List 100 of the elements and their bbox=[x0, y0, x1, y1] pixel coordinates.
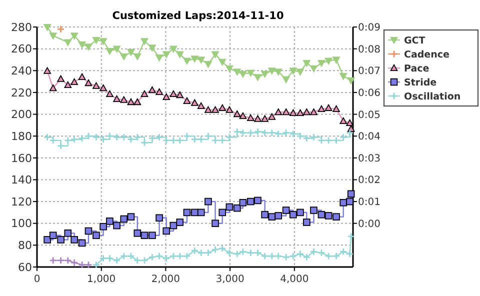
y-tick-label: 200 bbox=[11, 108, 32, 122]
point bbox=[226, 133, 234, 142]
point bbox=[310, 133, 318, 142]
point bbox=[226, 203, 234, 211]
point bbox=[190, 135, 199, 144]
point bbox=[92, 232, 100, 240]
x-tick-label: 1,000 bbox=[87, 274, 116, 285]
x-tick-label: 4,000 bbox=[280, 274, 309, 285]
point bbox=[183, 97, 191, 104]
point bbox=[340, 117, 347, 124]
point bbox=[162, 51, 170, 58]
point bbox=[190, 56, 198, 62]
point bbox=[211, 246, 220, 254]
point bbox=[84, 227, 92, 235]
point bbox=[247, 198, 254, 206]
point bbox=[274, 68, 282, 76]
point bbox=[254, 196, 262, 204]
point bbox=[289, 109, 297, 116]
point bbox=[324, 252, 332, 260]
point bbox=[347, 77, 355, 84]
point bbox=[56, 142, 65, 150]
y-tick-label: 160 bbox=[11, 152, 32, 165]
point bbox=[70, 78, 78, 85]
y2-tick-label: 0:04 bbox=[358, 132, 380, 143]
point bbox=[148, 232, 156, 240]
point bbox=[218, 208, 226, 216]
point bbox=[226, 248, 234, 257]
point bbox=[303, 218, 310, 226]
point bbox=[84, 79, 92, 86]
point bbox=[212, 220, 219, 228]
point bbox=[211, 136, 220, 144]
x-tick-label: 0 bbox=[34, 274, 40, 285]
point bbox=[120, 215, 128, 223]
point bbox=[197, 135, 206, 144]
point bbox=[176, 91, 184, 98]
point bbox=[120, 53, 128, 60]
point bbox=[176, 136, 184, 144]
point bbox=[120, 133, 128, 142]
point bbox=[106, 254, 114, 262]
point bbox=[64, 39, 72, 46]
point bbox=[100, 84, 107, 92]
point bbox=[346, 198, 354, 206]
point bbox=[332, 252, 340, 260]
point bbox=[310, 65, 318, 72]
point bbox=[183, 132, 191, 140]
point bbox=[261, 115, 268, 122]
legend-label: GCT bbox=[404, 35, 426, 46]
point bbox=[78, 239, 86, 247]
point bbox=[239, 248, 247, 256]
point bbox=[268, 113, 276, 120]
y-tick-label: 240 bbox=[11, 64, 32, 78]
y2-tick-label: 0:06 bbox=[358, 88, 380, 99]
point bbox=[339, 133, 348, 142]
point bbox=[57, 236, 64, 244]
legend-label: Stride bbox=[404, 77, 437, 88]
point bbox=[84, 132, 92, 140]
point bbox=[155, 133, 164, 142]
point bbox=[310, 248, 318, 256]
y2-tick-label: 0:09 bbox=[358, 22, 380, 34]
point bbox=[56, 256, 65, 264]
point bbox=[106, 90, 114, 97]
point bbox=[99, 135, 108, 144]
point bbox=[332, 213, 340, 220]
point bbox=[261, 210, 268, 218]
point bbox=[303, 108, 310, 116]
point bbox=[191, 99, 198, 106]
point bbox=[106, 48, 114, 55]
point bbox=[260, 252, 269, 260]
point bbox=[92, 37, 100, 44]
point bbox=[218, 244, 226, 252]
point bbox=[318, 136, 326, 144]
point bbox=[99, 254, 108, 262]
point bbox=[127, 252, 135, 260]
point bbox=[112, 133, 121, 142]
point bbox=[239, 70, 247, 78]
point bbox=[324, 136, 332, 144]
point bbox=[234, 204, 241, 212]
point bbox=[268, 68, 276, 74]
point bbox=[289, 130, 298, 138]
point bbox=[296, 109, 304, 116]
point bbox=[340, 198, 347, 206]
x-tick-label: 2,000 bbox=[151, 274, 180, 285]
point bbox=[239, 112, 247, 120]
y2-tick-label: 0:00 bbox=[358, 218, 380, 230]
point bbox=[170, 136, 178, 144]
point bbox=[246, 128, 255, 137]
x-tick-label: 3,000 bbox=[216, 274, 244, 285]
point bbox=[332, 56, 340, 64]
y-tick-label: 140 bbox=[11, 174, 32, 187]
point bbox=[176, 218, 184, 226]
point bbox=[156, 54, 163, 62]
point bbox=[246, 70, 254, 77]
y2-tick-label: 0:01 bbox=[358, 197, 380, 208]
y2-tick-label: 0:03 bbox=[358, 153, 380, 164]
point bbox=[310, 108, 318, 116]
point bbox=[127, 49, 135, 56]
point bbox=[289, 252, 298, 260]
point bbox=[162, 254, 170, 262]
point bbox=[324, 212, 332, 220]
point bbox=[134, 53, 142, 60]
